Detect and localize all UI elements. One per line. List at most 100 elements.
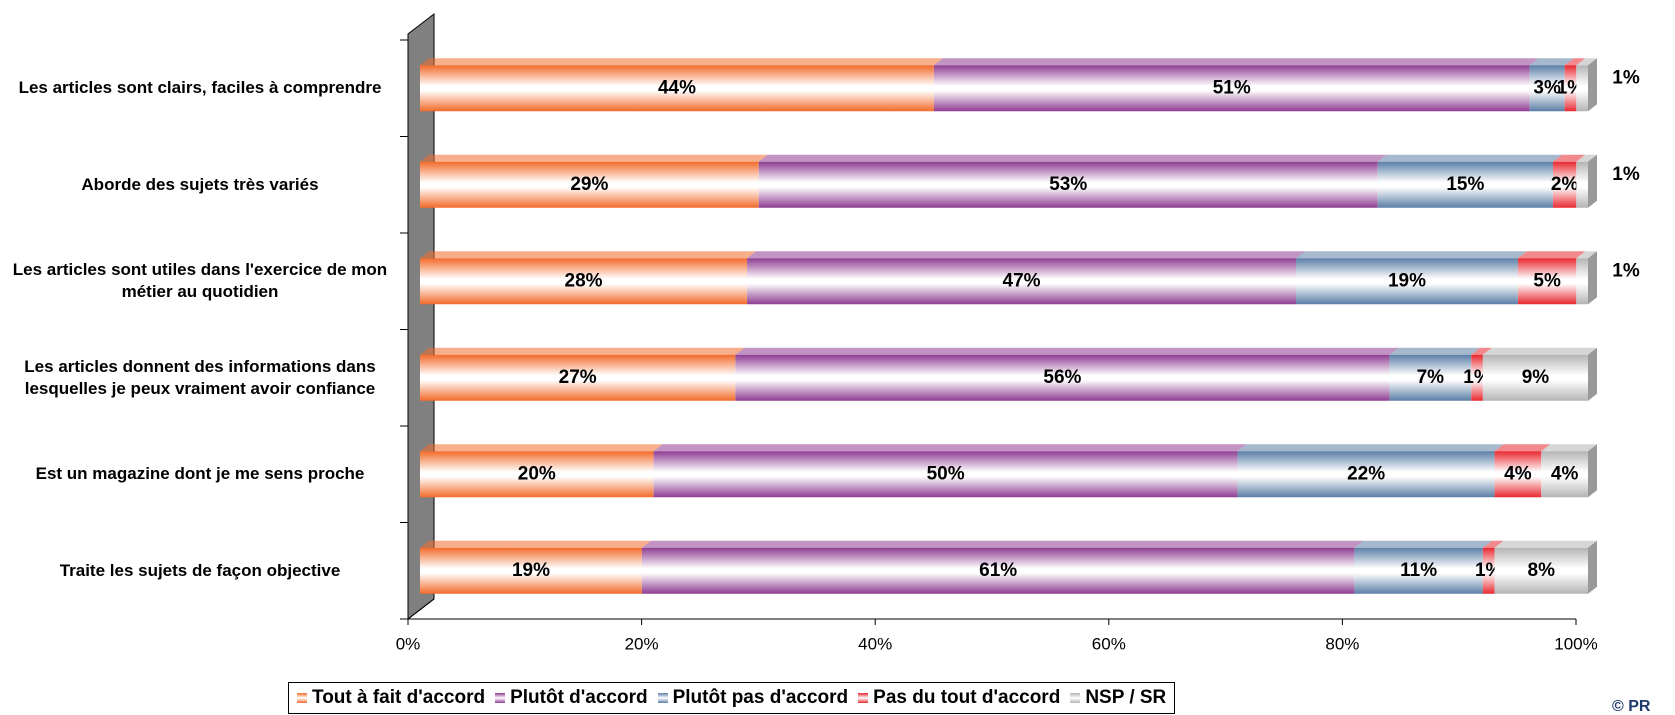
x-tick-label: 60% [1092, 634, 1126, 653]
bar-side [1588, 58, 1597, 112]
legend-swatch [1070, 693, 1081, 703]
bar [1494, 451, 1542, 498]
bar [1482, 354, 1588, 401]
bar [1576, 161, 1588, 208]
data-label: 56% [1043, 367, 1081, 388]
bar-top [420, 540, 651, 548]
data-label: 3% [1533, 77, 1561, 98]
bar-top [1517, 251, 1586, 259]
legend-swatch [657, 693, 668, 703]
bar [1564, 65, 1577, 112]
legend-label: Plutôt pas d'accord [672, 687, 849, 708]
data-label: 2% [1551, 174, 1579, 195]
bar [758, 161, 1378, 208]
data-label: 51% [1213, 77, 1251, 98]
data-label: 53% [1049, 174, 1087, 195]
bar [1494, 547, 1588, 594]
data-label: 29% [570, 174, 608, 195]
category-label: Les articles sont clairs, faciles à comp… [18, 78, 382, 98]
bar-top [1296, 251, 1527, 259]
data-label: 9% [1522, 367, 1550, 388]
data-label: 11% [1400, 560, 1437, 581]
legend: Tout à fait d'accord Plutôt d'accord Plutô… [288, 682, 1176, 714]
bar-top [1237, 444, 1504, 452]
data-label: 28% [565, 270, 603, 291]
data-label: 15% [1446, 174, 1484, 195]
bar-top [1552, 154, 1586, 162]
bar-top [1494, 444, 1551, 452]
bar [747, 258, 1296, 305]
data-label: 61% [979, 560, 1017, 581]
bar [1377, 161, 1553, 208]
bar-side [1588, 444, 1597, 498]
legend-item: Tout à fait d'accord [297, 687, 485, 709]
bar-top [420, 251, 757, 259]
data-label: 4% [1504, 463, 1532, 484]
bar [1576, 258, 1588, 305]
bar-top [420, 154, 768, 162]
legend-item: Plutôt pas d'accord [657, 687, 849, 709]
bar-top [420, 347, 745, 355]
bar [1517, 258, 1577, 305]
bar-top [1482, 540, 1504, 548]
bar [1389, 354, 1472, 401]
data-label: 20% [518, 463, 556, 484]
category-label: Est un magazine dont je me sens proche [35, 464, 365, 484]
bar-top [1482, 347, 1597, 355]
bar [735, 354, 1390, 401]
data-label: 19% [512, 560, 550, 581]
x-tick-label: 100% [1554, 634, 1597, 653]
category-label: Traite les sujets de façon objective [59, 560, 341, 580]
bar-side [1588, 347, 1597, 401]
data-label: 27% [559, 367, 597, 388]
bar [1541, 451, 1588, 498]
x-tick-label: 80% [1325, 634, 1359, 653]
bar [1552, 161, 1577, 208]
data-label: 1% [1612, 67, 1640, 88]
bar-top [641, 540, 1364, 548]
data-label: 44% [658, 77, 696, 98]
bar-top [1494, 540, 1597, 548]
bar-top [1354, 540, 1492, 548]
legend-label: Pas du tout d'accord [873, 687, 1061, 708]
copyright: © PR [1612, 698, 1651, 715]
bar [1354, 547, 1483, 594]
bar [641, 547, 1355, 594]
x-tick-label: 40% [858, 634, 892, 653]
legend-label: NSP / SR [1085, 687, 1167, 708]
bar-side [1588, 540, 1597, 594]
data-label: 19% [1388, 270, 1426, 291]
bar [1482, 547, 1495, 594]
bar [420, 547, 642, 594]
x-axis-depth [407, 598, 435, 620]
bar-top [1576, 154, 1597, 162]
data-label: 5% [1533, 270, 1561, 291]
bar-top [1471, 347, 1492, 355]
bar [1529, 65, 1565, 112]
bar-top [933, 58, 1539, 66]
legend-item: Plutôt d'accord [495, 687, 648, 709]
legend-item: Pas du tout d'accord [858, 687, 1060, 709]
bar [1296, 258, 1518, 305]
category-label: Les articles donnent des informations da… [24, 356, 376, 398]
bar-top [420, 444, 663, 452]
bar [420, 161, 759, 208]
x-tick-label: 0% [396, 634, 421, 653]
bar [1576, 65, 1588, 112]
x-tick-label: 20% [625, 634, 659, 653]
category-label: Les articles sont utiles dans l'exercice… [12, 260, 388, 302]
data-label: 4% [1551, 463, 1579, 484]
legend-swatch [858, 693, 869, 703]
data-label: 1% [1612, 260, 1640, 281]
legend-swatch [495, 693, 506, 703]
bar-top [1576, 251, 1597, 259]
bar [1471, 354, 1483, 401]
legend-label: Plutôt d'accord [510, 687, 648, 708]
data-label: 22% [1347, 463, 1385, 484]
bar-top [735, 347, 1399, 355]
bar-top [758, 154, 1387, 162]
bar-top [1576, 58, 1597, 66]
data-label: 7% [1417, 367, 1445, 388]
bar-top [420, 58, 943, 66]
